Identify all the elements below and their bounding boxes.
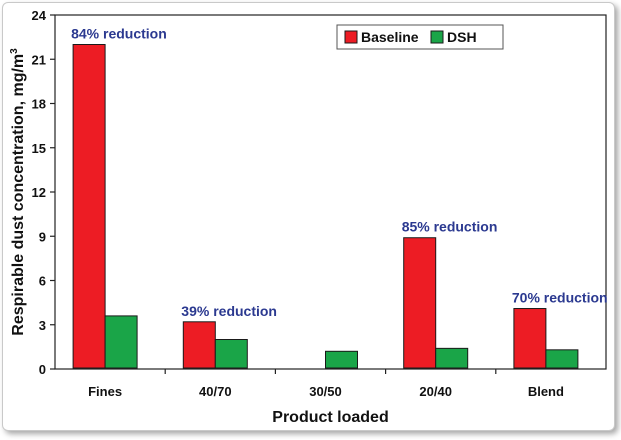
bar-dsh-fines: [104, 315, 138, 369]
bar-dsh-30-50: [325, 350, 358, 369]
y-axis-title-text: Respirable dust concentration, mg/m: [10, 54, 27, 336]
bar-chart: Baseline DSH 0 3 6 9 12 15 18 21 24 Fines 84% reduc…: [9, 8, 608, 426]
chart-frame: Baseline DSH 0 3 6 9 12 15 18 21 24 Fines 84% reduc…: [2, 2, 615, 431]
legend: Baseline DSH: [336, 24, 504, 50]
y-tick-label: 9: [39, 229, 46, 244]
bar-dsh-20-40: [435, 347, 469, 369]
y-tick-label: 18: [32, 97, 46, 112]
y-tick-label: 21: [32, 52, 46, 67]
y-tick-label: 12: [32, 185, 46, 200]
bar-baseline-fines: [72, 44, 106, 369]
y-tick-label: 24: [32, 8, 47, 23]
bar-baseline-blend: [513, 308, 547, 369]
legend-swatch-baseline: [344, 30, 358, 44]
y-tick-label: 15: [32, 141, 46, 156]
legend-label-baseline: Baseline: [361, 29, 419, 45]
bar-dsh-blend: [545, 349, 579, 369]
y-tick-label: 3: [39, 318, 46, 333]
reduction-annotation: 85% reduction: [402, 219, 498, 235]
y-axis-title: Respirable dust concentration, mg/m3: [9, 48, 27, 336]
x-tick-label: Blend: [528, 384, 564, 399]
x-tick-label: 20/40: [419, 384, 452, 399]
legend-swatch-dsh: [430, 30, 444, 44]
reduction-annotation: 70% reduction: [512, 290, 608, 306]
y-tick-label: 6: [39, 274, 46, 289]
reduction-annotation: 39% reduction: [181, 303, 277, 319]
x-axis-title: Product loaded: [272, 409, 388, 426]
y-tick-label: 0: [39, 362, 46, 377]
x-tick-label: 30/50: [309, 384, 342, 399]
bar-baseline-20-40: [403, 237, 437, 369]
x-tick-label: Fines: [88, 384, 122, 399]
legend-label-dsh: DSH: [447, 29, 477, 45]
y-axis-title-superscript: 3: [9, 48, 20, 54]
x-tick-label: 40/70: [199, 384, 232, 399]
bar-baseline-40-70: [182, 321, 216, 369]
reduction-annotation: 84% reduction: [71, 26, 167, 42]
legend-box: [336, 24, 504, 50]
bar-dsh-40-70: [214, 339, 248, 369]
